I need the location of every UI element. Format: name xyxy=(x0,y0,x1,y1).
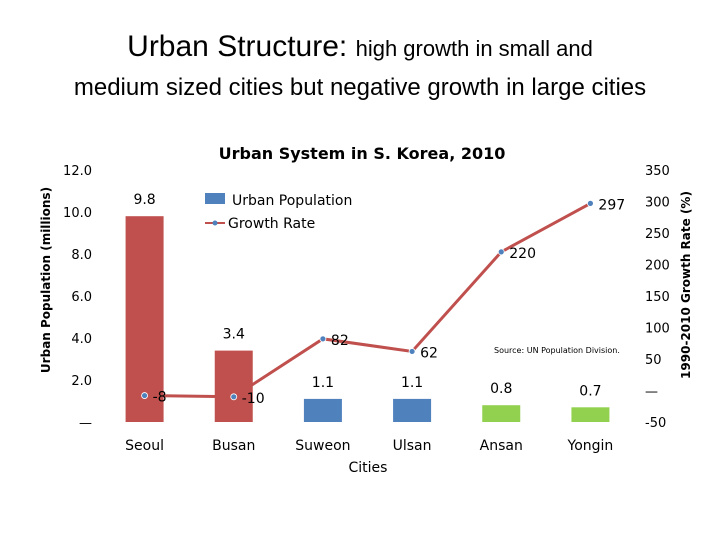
growth-rate-point xyxy=(497,248,505,256)
chart-title: Urban System in S. Korea, 2010 xyxy=(219,144,506,163)
category-label: Ansan xyxy=(480,438,523,454)
population-bar-label: 9.8 xyxy=(133,192,155,208)
population-bar-ulsan xyxy=(393,398,432,422)
source-annotation: Source: UN Population Division. xyxy=(494,346,620,355)
slide-subtitle: medium sized cities but negative growth … xyxy=(73,74,647,101)
growth-rate-point xyxy=(141,392,148,399)
y-tick-label: 6.0 xyxy=(71,290,92,305)
category-label: Ulsan xyxy=(393,438,432,454)
y-tick-label: — xyxy=(79,416,92,431)
y2-tick-label: 250 xyxy=(645,227,670,242)
y2-tick-label: 200 xyxy=(645,259,670,274)
slide-title-main: Urban Structure: xyxy=(127,30,348,63)
y-tick-label: 4.0 xyxy=(71,332,92,347)
y2-axis-ticks: -50 — 50 100 150 200 250 300 350 xyxy=(645,164,670,431)
population-bar-yongin xyxy=(571,407,610,422)
category-label: Busan xyxy=(212,438,255,454)
population-bar-busan xyxy=(214,350,253,422)
growth-rate-label: -8 xyxy=(153,390,167,406)
growth-rate-label: -10 xyxy=(242,391,265,407)
growth-rate-label: 82 xyxy=(331,333,349,349)
growth-rate-labels: -8 -10 82 62 220 297 xyxy=(153,197,626,406)
population-bar-label: 1.1 xyxy=(401,375,423,391)
y2-tick-label: 100 xyxy=(645,322,670,337)
growth-rate-line xyxy=(144,202,592,399)
growth-rate-series xyxy=(141,199,594,401)
population-bars xyxy=(125,216,610,422)
population-bar-label: 1.1 xyxy=(312,375,334,391)
category-label: Seoul xyxy=(125,438,164,454)
population-bar-label: 0.8 xyxy=(490,381,512,397)
population-bar-suweon xyxy=(303,398,342,422)
legend-label-growth: Growth Rate xyxy=(228,216,315,232)
y-axis-ticks: — 2.0 4.0 6.0 8.0 10.0 12.0 xyxy=(63,164,92,431)
growth-rate-label: 297 xyxy=(598,197,625,213)
y-tick-label: 2.0 xyxy=(71,374,92,389)
y2-tick-label: 50 xyxy=(645,353,662,368)
growth-rate-point xyxy=(230,393,238,401)
growth-rate-label: 62 xyxy=(420,345,438,361)
population-bar-label: 0.7 xyxy=(579,383,601,399)
y2-tick-label: 300 xyxy=(645,196,670,211)
slide-title-sub: high growth in small and xyxy=(355,36,593,61)
population-bar-ansan xyxy=(482,405,521,422)
y2-axis-label: 1990-2010 Growth Rate (%) xyxy=(679,191,693,379)
growth-rate-point xyxy=(408,348,416,355)
y-tick-label: 12.0 xyxy=(63,164,92,179)
y2-tick-label: 150 xyxy=(645,290,670,305)
growth-rate-point xyxy=(319,335,327,343)
legend: Urban Population Growth Rate xyxy=(205,193,352,232)
y2-tick-label: — xyxy=(645,385,658,400)
y-tick-label: 10.0 xyxy=(63,206,92,221)
category-label: Yongin xyxy=(567,438,614,454)
y-tick-label: 8.0 xyxy=(71,248,92,263)
y-axis-label: Urban Population (millions) xyxy=(39,187,53,373)
slide-title: Urban Structure: high growth in small an… xyxy=(0,30,720,64)
population-bar-label: 3.4 xyxy=(223,327,245,343)
x-axis-label: Cities xyxy=(349,460,388,476)
growth-rate-label: 220 xyxy=(509,246,536,262)
population-bar-labels: 9.8 3.4 1.1 1.1 0.8 0.7 xyxy=(133,192,601,399)
y2-tick-label: -50 xyxy=(645,416,666,431)
y2-tick-label: 350 xyxy=(645,164,670,179)
category-label: Suweon xyxy=(295,438,350,454)
growth-rate-point xyxy=(587,199,594,207)
population-bar-seoul xyxy=(125,216,164,422)
legend-swatch-growth-marker xyxy=(212,220,218,226)
category-labels: Seoul Busan Suweon Ulsan Ansan Yongin xyxy=(125,438,613,454)
legend-label-population: Urban Population xyxy=(232,193,352,209)
legend-swatch-population xyxy=(205,193,225,204)
